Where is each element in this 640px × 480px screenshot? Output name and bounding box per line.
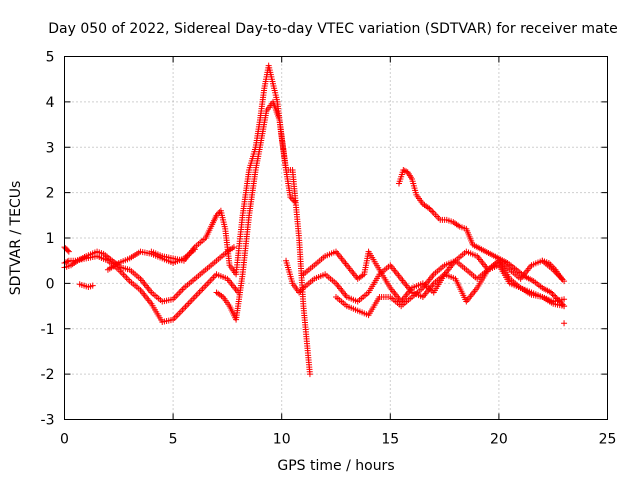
- sat-trace-c: [61, 244, 72, 255]
- grid: [64, 56, 608, 420]
- data-point: [427, 207, 434, 214]
- y-tick-label: -1: [41, 322, 55, 338]
- data-point: [559, 301, 566, 308]
- sat-trace-l: [539, 257, 565, 282]
- sat-trace-j: [333, 257, 568, 319]
- data-point: [64, 247, 71, 254]
- data-point: [561, 303, 568, 310]
- sat-trace-m: [561, 320, 568, 327]
- y-tick-label: -2: [41, 367, 55, 383]
- y-tick-label: 5: [46, 50, 55, 66]
- sat-trace-k: [395, 166, 568, 310]
- x-tick-labels: 0 5 10 15 20 25: [60, 432, 616, 448]
- data-point: [561, 320, 568, 327]
- x-tick-label: 10: [273, 432, 291, 448]
- x-tick-label: 0: [60, 432, 69, 448]
- data-point: [89, 282, 96, 289]
- plot-frame: [64, 56, 608, 420]
- x-tick-label: 5: [169, 432, 178, 448]
- data-point: [429, 208, 436, 215]
- data-point: [65, 248, 72, 255]
- data-point: [555, 297, 562, 304]
- x-tick-label: 20: [490, 432, 508, 448]
- sat-trace-b: [61, 253, 242, 325]
- data-point: [561, 296, 568, 303]
- y-tick-label: 4: [46, 95, 55, 111]
- data-point: [291, 198, 298, 205]
- y-tick-labels: -3 -2 -1 0 1 2 3 4 5: [41, 50, 55, 429]
- x-tick-label: 25: [599, 432, 617, 448]
- y-tick-label: 1: [46, 231, 55, 247]
- y-axis-label: SDTVAR / TECUs: [8, 181, 24, 296]
- y-tick-label: 3: [46, 140, 55, 156]
- data-point: [558, 275, 565, 282]
- sat-trace-g: [213, 98, 298, 323]
- chart-title: Day 050 of 2022, Sidereal Day-to-day VTE…: [48, 21, 618, 37]
- y-tick-label: 0: [46, 276, 55, 292]
- data-point: [306, 371, 313, 378]
- data-point: [550, 292, 557, 299]
- x-axis-label: GPS time / hours: [277, 458, 394, 474]
- y-tick-label: -3: [41, 413, 55, 429]
- axis-ticks: [64, 56, 608, 420]
- data-point: [64, 258, 71, 265]
- sat-trace-a: [61, 244, 237, 305]
- data-point: [62, 259, 69, 266]
- data-point: [230, 244, 237, 251]
- data-points: [61, 62, 568, 378]
- x-tick-label: 15: [381, 432, 399, 448]
- sat-trace-f: [148, 62, 313, 378]
- y-tick-label: 2: [46, 186, 55, 202]
- sat-trace-d: [76, 281, 96, 291]
